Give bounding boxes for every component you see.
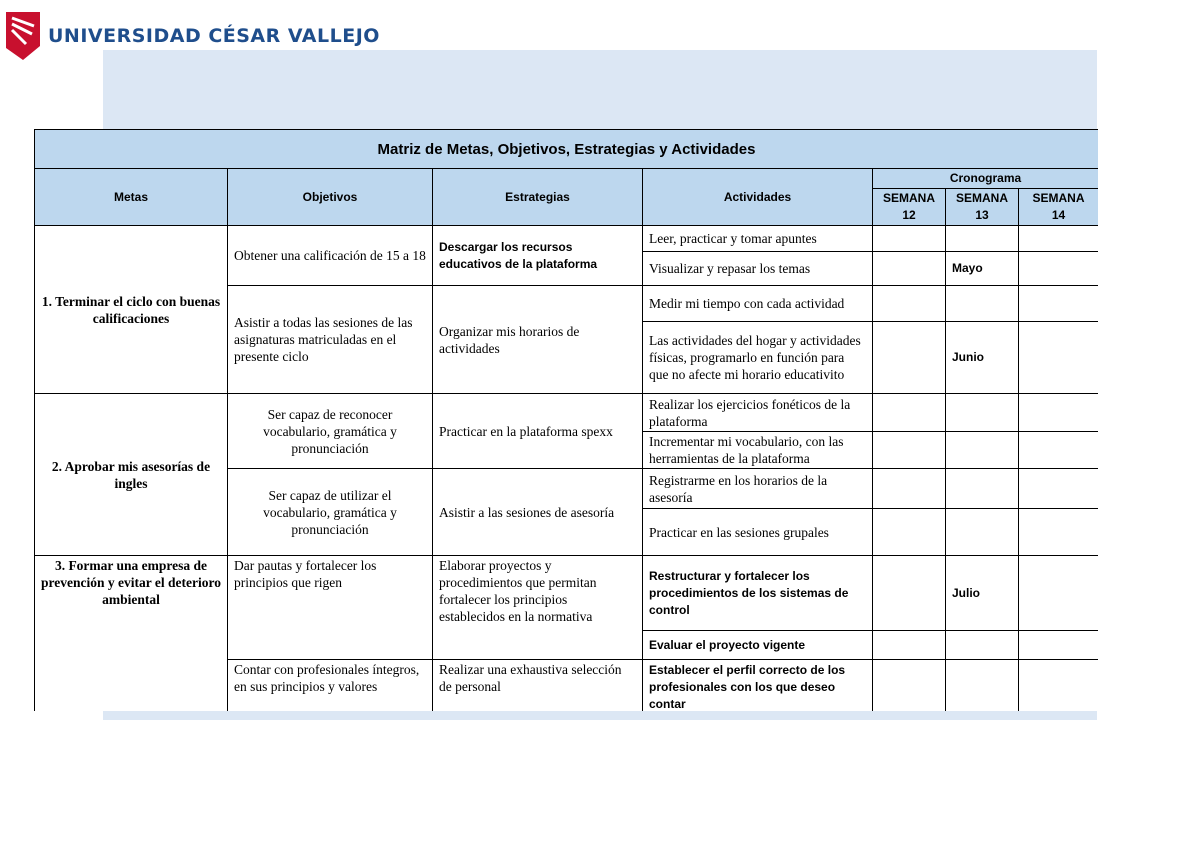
week-cell xyxy=(872,285,946,322)
week-cell xyxy=(1017,225,1098,252)
estrategia-cell: Asistir a las sesiones de asesoría xyxy=(432,468,643,556)
week-cell xyxy=(872,251,946,286)
meta-cell: 1. Terminar el ciclo con buenas califica… xyxy=(34,225,228,394)
table-row: Practicar en las sesiones grupales xyxy=(35,508,1098,556)
week-cell xyxy=(872,321,946,394)
col-semana-12: SEMANA 12 xyxy=(872,188,946,226)
week-cell xyxy=(1017,285,1098,322)
week-cell xyxy=(872,508,946,556)
table-row: 2. Aprobar mis asesorías de ingles Ser ca… xyxy=(34,393,1098,556)
week-cell xyxy=(1017,251,1098,286)
actividad-cell: Restructurar y fortalecer los procedimie… xyxy=(642,555,873,631)
week-cell xyxy=(1017,393,1098,432)
actividad-cell: Medir mi tiempo con cada actividad xyxy=(642,285,873,322)
table-row: Contar con profesionales íntegros, en su… xyxy=(35,659,1098,711)
week-cell xyxy=(945,659,1019,711)
actividad-cell: Evaluar el proyecto vigente xyxy=(642,630,873,660)
table-title: Matriz de Metas, Objetivos, Estrategias … xyxy=(34,129,1098,169)
objetivo-cell: Obtener una calificación de 15 a 18 xyxy=(227,225,433,286)
estrategia-cell: Realizar una exhaustiva selección de per… xyxy=(432,659,643,711)
table-row: Las actividades del hogar y actividades … xyxy=(35,321,1098,394)
estrategia-cell: Practicar en la plataforma spexx xyxy=(432,393,643,469)
table-row: 1. Terminar el ciclo con buenas califica… xyxy=(34,225,1098,394)
col-objetivos: Objetivos xyxy=(227,168,433,226)
col-semana-14: SEMANA 14 xyxy=(1017,188,1098,226)
week-cell xyxy=(872,555,946,631)
col-actividades: Actividades xyxy=(642,168,873,226)
week-cell xyxy=(1017,508,1098,556)
week-cell: Junio xyxy=(945,321,1019,394)
estrategia-cell: Organizar mis horarios de actividades xyxy=(432,285,643,394)
estrategia-cell: Descargar los recursos educativos de la … xyxy=(432,225,643,286)
objetivo-cell: Contar con profesionales íntegros, en su… xyxy=(227,659,433,711)
week-cell xyxy=(945,431,1019,469)
actividad-cell: Leer, practicar y tomar apuntes xyxy=(642,225,873,252)
week-cell xyxy=(872,659,946,711)
actividad-cell: Las actividades del hogar y actividades … xyxy=(642,321,873,394)
week-cell xyxy=(945,393,1019,432)
logo-text: UNIVERSIDAD CÉSAR VALLEJO xyxy=(48,25,380,47)
shield-logo-icon xyxy=(6,12,40,60)
week-cell xyxy=(1017,431,1098,469)
week-cell xyxy=(945,630,1019,660)
col-cronograma: Cronograma xyxy=(871,168,1098,189)
week-cell xyxy=(945,508,1019,556)
week-cell xyxy=(872,393,946,432)
objetivo-cell: Asistir a todas las sesiones de las asig… xyxy=(227,285,433,394)
week-cell xyxy=(1017,659,1098,711)
table-row: 3. Formar una empresa de prevención y ev… xyxy=(34,555,1098,711)
actividad-cell: Incrementar mi vocabulario, con las herr… xyxy=(642,431,873,469)
week-cell xyxy=(1017,468,1098,509)
week-cell xyxy=(1017,321,1098,394)
matrix-table: Matriz de Metas, Objetivos, Estrategias … xyxy=(34,129,1098,711)
actividad-cell: Practicar en las sesiones grupales xyxy=(642,508,873,556)
col-estrategias: Estrategias xyxy=(432,168,643,226)
meta-cell: 3. Formar una empresa de prevención y ev… xyxy=(34,555,228,711)
objetivo-cell: Dar pautas y fortalecer los principios q… xyxy=(227,555,433,660)
meta-cell: 2. Aprobar mis asesorías de ingles xyxy=(34,393,228,556)
university-logo: UNIVERSIDAD CÉSAR VALLEJO xyxy=(4,10,380,62)
actividad-cell: Establecer el perfil correcto de los pro… xyxy=(642,659,873,711)
week-cell xyxy=(1017,630,1098,660)
matrix-table-container: Matriz de Metas, Objetivos, Estrategias … xyxy=(34,129,1098,711)
week-cell xyxy=(1017,555,1098,631)
week-cell xyxy=(945,225,1019,252)
week-cell: Julio xyxy=(945,555,1019,631)
objetivo-cell: Ser capaz de utilizar el vocabulario, gr… xyxy=(227,468,433,556)
actividad-cell: Realizar los ejercicios fonéticos de la … xyxy=(642,393,873,432)
week-cell xyxy=(872,431,946,469)
week-cell xyxy=(872,630,946,660)
week-cell: Mayo xyxy=(945,251,1019,286)
week-cell xyxy=(945,285,1019,322)
week-cell xyxy=(872,468,946,509)
col-metas: Metas xyxy=(34,168,228,226)
table-row: Evaluar el proyecto vigente xyxy=(35,630,1098,660)
week-cell xyxy=(945,468,1019,509)
table-row: Incrementar mi vocabulario, con las herr… xyxy=(35,431,1098,469)
table-row: Asistir a todas las sesiones de las asig… xyxy=(35,285,1098,394)
col-semana-13: SEMANA 13 xyxy=(945,188,1019,226)
table-row: Visualizar y repasar los temas Mayo xyxy=(35,251,1098,286)
estrategia-cell: Elaborar proyectos y procedimientos que … xyxy=(432,555,643,660)
actividad-cell: Registrarme en los horarios de la asesor… xyxy=(642,468,873,509)
table-row: Ser capaz de utilizar el vocabulario, gr… xyxy=(35,468,1098,556)
actividad-cell: Visualizar y repasar los temas xyxy=(642,251,873,286)
objetivo-cell: Ser capaz de reconocer vocabulario, gram… xyxy=(227,393,433,469)
week-cell xyxy=(872,225,946,252)
